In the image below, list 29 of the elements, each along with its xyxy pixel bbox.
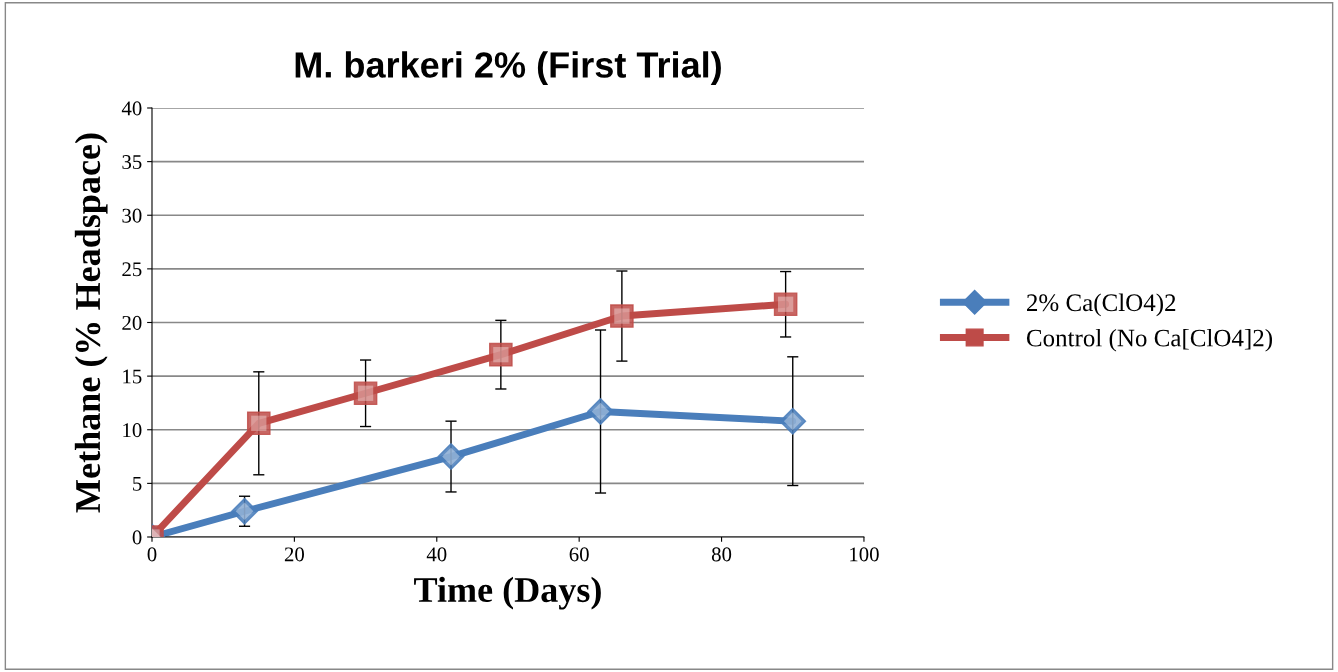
- y-tick-label: 5: [133, 476, 142, 491]
- point: [489, 342, 513, 367]
- x-tick-label: 40: [426, 547, 447, 562]
- y-tick-label: 10: [123, 423, 142, 438]
- point: [779, 407, 807, 435]
- point: [437, 443, 465, 471]
- point: [231, 497, 259, 525]
- y-axis-title: Methane (% Headspace): [74, 133, 108, 513]
- point: [353, 381, 378, 406]
- x-tick-label: 80: [711, 547, 732, 562]
- y-tick-label: 0: [132, 530, 142, 545]
- y-tick-label: 15: [123, 369, 142, 384]
- x-axis-title: Time (Days): [414, 576, 601, 610]
- y-tick-label: 40: [121, 101, 142, 116]
- legend-label: Control (No Ca[ClO4]2): [1026, 328, 1272, 352]
- point: [610, 304, 634, 328]
- legend-label: 2% Ca(ClO4)2: [1027, 293, 1176, 317]
- x-tick-label: 100: [850, 547, 879, 562]
- point: [246, 411, 271, 436]
- x-tick-label: 60: [569, 547, 589, 562]
- y-tick-label: 30: [122, 208, 142, 223]
- point: [587, 398, 614, 425]
- y-tick-label: 20: [122, 315, 142, 330]
- x-tick-label: 0: [147, 547, 157, 562]
- chart-title: M. barkeri 2% (First Trial): [295, 51, 721, 85]
- x-tick-label: 20: [284, 547, 305, 562]
- y-tick-label: 35: [122, 155, 142, 170]
- point: [773, 292, 798, 317]
- y-tick-label: 25: [122, 262, 142, 277]
